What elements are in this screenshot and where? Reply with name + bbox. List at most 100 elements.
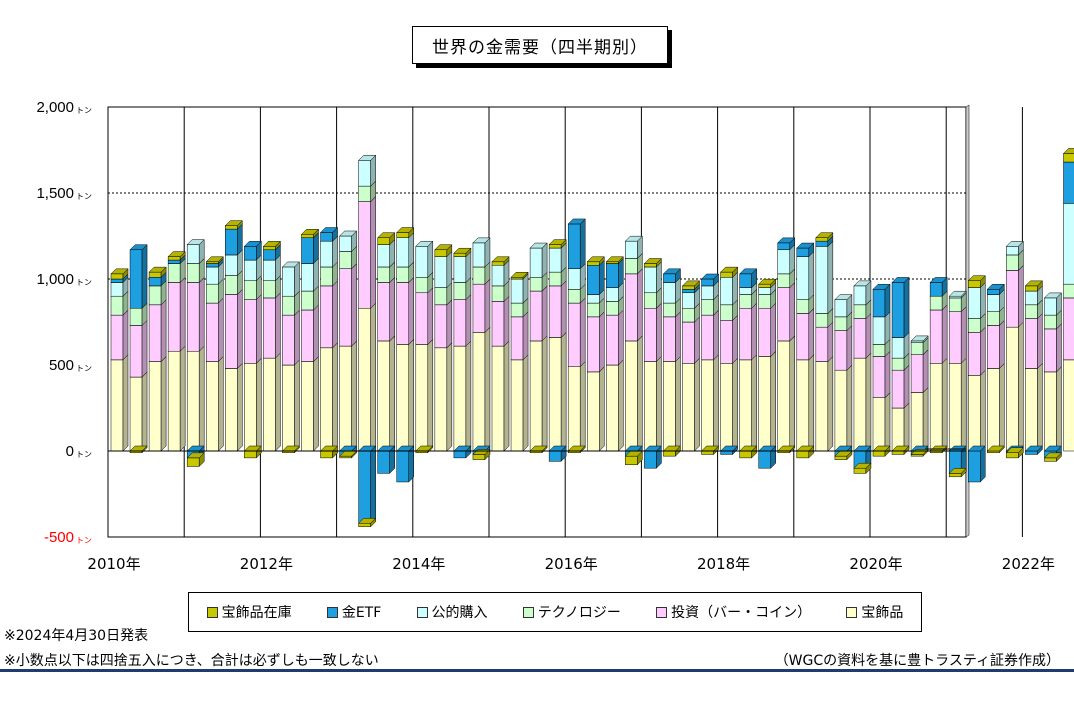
legend-label: 公的購入 xyxy=(431,605,488,621)
bar-segment xyxy=(719,266,739,278)
bar-segment xyxy=(1043,292,1063,316)
bar-side xyxy=(637,335,643,452)
bar-side xyxy=(503,295,510,347)
bar-segment xyxy=(548,331,567,452)
bar-face xyxy=(206,261,219,264)
bar-face xyxy=(148,285,162,306)
bar-side xyxy=(503,340,510,452)
bar-side xyxy=(903,364,910,409)
bar-face xyxy=(625,455,638,466)
bar-side xyxy=(618,359,624,452)
bar-face xyxy=(777,287,790,342)
bar-face xyxy=(206,302,219,362)
bar-segment xyxy=(815,240,834,315)
bar-face xyxy=(720,304,733,321)
bar-side xyxy=(1056,366,1062,452)
bar-face xyxy=(567,366,581,452)
bar-face xyxy=(186,457,200,467)
bar-face xyxy=(339,268,352,347)
bar-top xyxy=(948,468,967,474)
bar-face xyxy=(720,277,733,306)
bar-face xyxy=(1025,368,1038,452)
bar-face xyxy=(225,254,238,276)
bar-side xyxy=(275,292,281,359)
bar-segment xyxy=(567,361,586,452)
bar-face xyxy=(472,266,486,285)
bar-side xyxy=(941,304,948,364)
bar-top xyxy=(586,256,605,263)
bar-face xyxy=(758,307,771,357)
bar-segment xyxy=(338,263,358,347)
bar-segment xyxy=(758,445,777,469)
bar-segment xyxy=(110,354,129,452)
bar-top xyxy=(605,256,624,263)
bar-top xyxy=(1043,445,1063,452)
bar-segment xyxy=(1024,362,1044,452)
x-tick-label: 2022年 xyxy=(1002,555,1055,573)
bar-face xyxy=(167,350,181,452)
bar-side xyxy=(237,223,243,256)
bar-face xyxy=(682,292,695,309)
legend-item: 金ETF xyxy=(326,602,381,622)
bar-segment xyxy=(1024,445,1044,456)
bar-face xyxy=(682,307,695,323)
x-tick-label: 2012年 xyxy=(240,555,293,573)
bar-face xyxy=(891,407,905,452)
bar-face xyxy=(625,240,638,259)
bar-segment xyxy=(243,294,262,364)
bar-segment xyxy=(300,304,320,363)
legend-item: 投資（バー・コイン） xyxy=(656,602,811,622)
bar-segment xyxy=(719,357,739,452)
bar-face xyxy=(815,246,829,314)
bar-face xyxy=(968,375,981,452)
bar-side xyxy=(903,276,910,339)
bar-face xyxy=(644,450,657,469)
y-tick-label: 500 xyxy=(49,357,74,374)
bar-face xyxy=(758,356,771,452)
bar-segment xyxy=(586,311,605,373)
bar-segment xyxy=(358,445,377,524)
y-tick-label: 1,000 xyxy=(36,271,74,288)
bar-face xyxy=(129,249,143,309)
bar-face xyxy=(377,340,390,452)
bar-segment xyxy=(319,342,339,452)
bar-segment xyxy=(834,294,853,318)
bar-top xyxy=(1024,280,1044,287)
bar-face xyxy=(606,364,619,452)
rounding-note: ※小数点以下は四捨五入につき、合計は必ずしも一致しない xyxy=(4,653,379,669)
bar-face xyxy=(377,244,390,268)
bar-face xyxy=(129,307,143,326)
bar-segment xyxy=(453,247,472,258)
bar-face xyxy=(644,263,657,268)
bar-face xyxy=(739,273,752,288)
bar-face xyxy=(815,361,829,452)
bar-face xyxy=(396,237,409,268)
bar-face xyxy=(472,454,486,460)
bar-face xyxy=(491,345,505,452)
bar-face xyxy=(625,258,638,275)
bar-segment xyxy=(662,355,682,452)
bar-face xyxy=(415,246,429,278)
bar-segment xyxy=(834,364,853,452)
bar-side xyxy=(560,331,567,452)
bar-segment xyxy=(472,237,491,268)
bottom-divider xyxy=(0,669,1074,672)
bar-face xyxy=(701,299,714,316)
bar-side xyxy=(179,345,186,452)
bar-face xyxy=(510,359,524,452)
bar-face xyxy=(548,271,562,287)
bar-face xyxy=(1006,254,1019,271)
bar-side xyxy=(160,299,167,363)
bar-segment xyxy=(148,266,167,278)
bar-segment xyxy=(167,345,186,452)
bar-side xyxy=(694,316,700,364)
bar-face xyxy=(758,450,771,469)
bar-face xyxy=(110,295,124,316)
bar-top xyxy=(700,273,720,280)
bar-face xyxy=(968,318,981,333)
bar-side xyxy=(846,324,853,371)
bar-side xyxy=(408,232,414,268)
bar-top xyxy=(338,230,358,237)
bar-side xyxy=(370,154,376,187)
